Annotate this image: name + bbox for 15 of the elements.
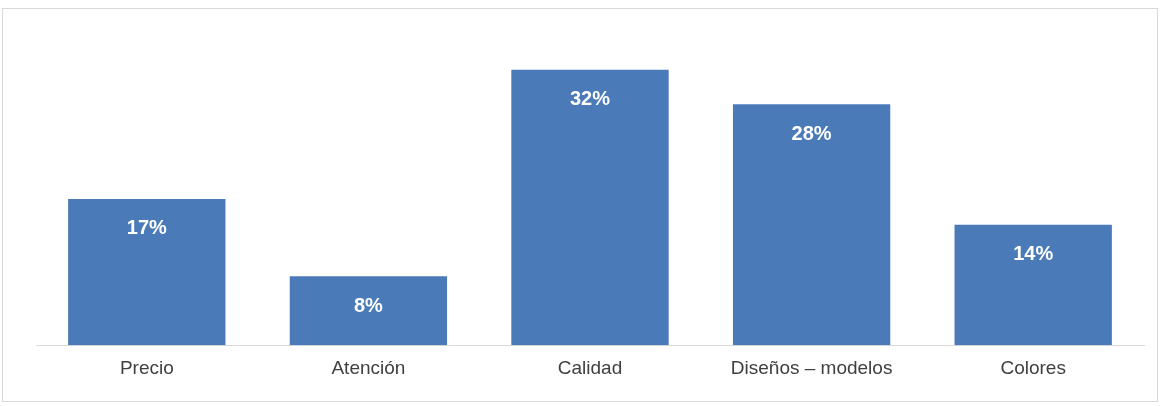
data-label: 32% [569, 87, 611, 110]
x-tick-label: Calidad [557, 356, 623, 378]
bar [511, 69, 669, 346]
data-label: 8% [353, 293, 384, 316]
x-tick-label: Colores [1000, 356, 1066, 378]
bar [954, 224, 1112, 346]
x-tick-label: Precio [119, 356, 174, 378]
bar [68, 198, 226, 346]
data-label: 17% [126, 216, 168, 239]
bar [732, 104, 891, 346]
x-tick-label: Diseños – modelos [730, 356, 893, 378]
x-tick-label: Atención [331, 356, 406, 378]
data-label: 14% [1013, 242, 1054, 265]
bar [289, 276, 448, 346]
data-label: 28% [791, 121, 832, 144]
